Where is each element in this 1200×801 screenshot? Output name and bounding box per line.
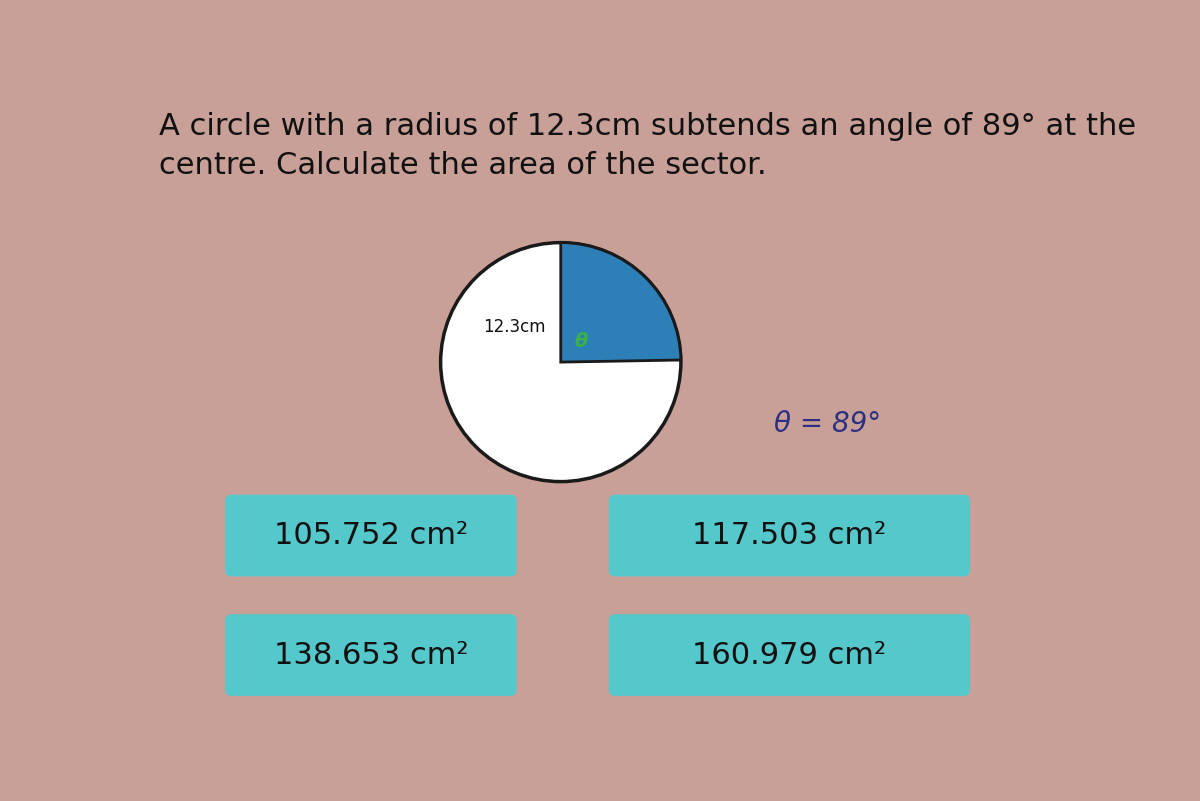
- FancyBboxPatch shape: [226, 495, 516, 577]
- Text: 160.979 cm²: 160.979 cm²: [692, 641, 887, 670]
- FancyBboxPatch shape: [608, 614, 970, 696]
- Text: θ: θ: [575, 332, 588, 351]
- Text: 117.503 cm²: 117.503 cm²: [692, 521, 887, 550]
- FancyBboxPatch shape: [608, 495, 970, 577]
- Text: centre. Calculate the area of the sector.: centre. Calculate the area of the sector…: [160, 151, 767, 180]
- FancyBboxPatch shape: [226, 614, 516, 696]
- Text: θ = 89°: θ = 89°: [774, 410, 881, 438]
- Text: 138.653 cm²: 138.653 cm²: [274, 641, 468, 670]
- Text: A circle with a radius of 12.3cm subtends an angle of 89° at the: A circle with a radius of 12.3cm subtend…: [160, 112, 1136, 142]
- Wedge shape: [560, 243, 680, 362]
- Text: 12.3cm: 12.3cm: [482, 319, 546, 336]
- Text: 105.752 cm²: 105.752 cm²: [274, 521, 468, 550]
- Circle shape: [440, 243, 680, 481]
